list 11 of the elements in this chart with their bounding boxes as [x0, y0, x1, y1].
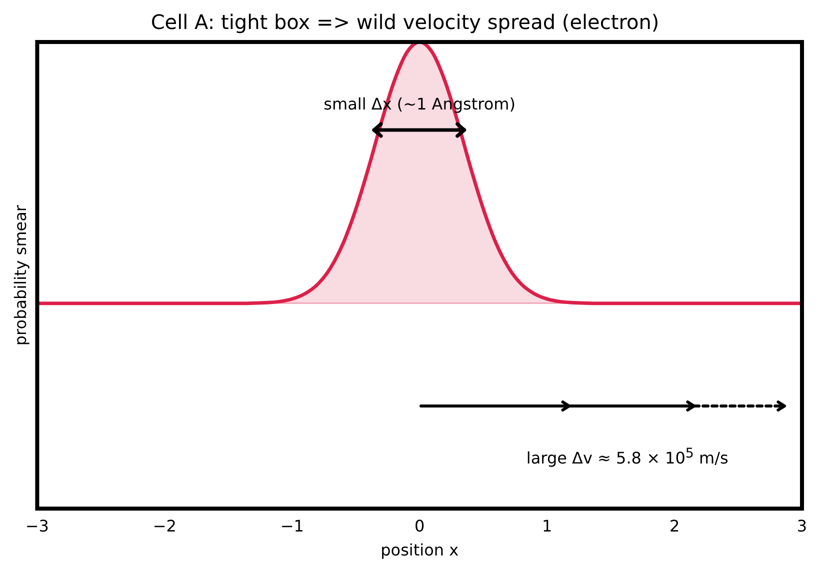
y-axis-title: probability smear [10, 204, 30, 346]
x-tick-label: −3 [25, 516, 49, 536]
x-axis-title: position x [380, 540, 459, 560]
x-tick-label: 0 [414, 516, 425, 536]
x-tick-label: 1 [542, 516, 552, 536]
x-tick-label: −2 [152, 516, 176, 536]
x-tick-label: 3 [796, 516, 808, 536]
x-tick-label: 2 [669, 516, 680, 536]
chart-title: Cell A: tight box => wild velocity spread (electron) [150, 10, 660, 34]
x-tick-label: −1 [280, 516, 304, 536]
text: large Δv ≈ 5.8 × 10$^{5}$ m/s [526, 446, 728, 468]
